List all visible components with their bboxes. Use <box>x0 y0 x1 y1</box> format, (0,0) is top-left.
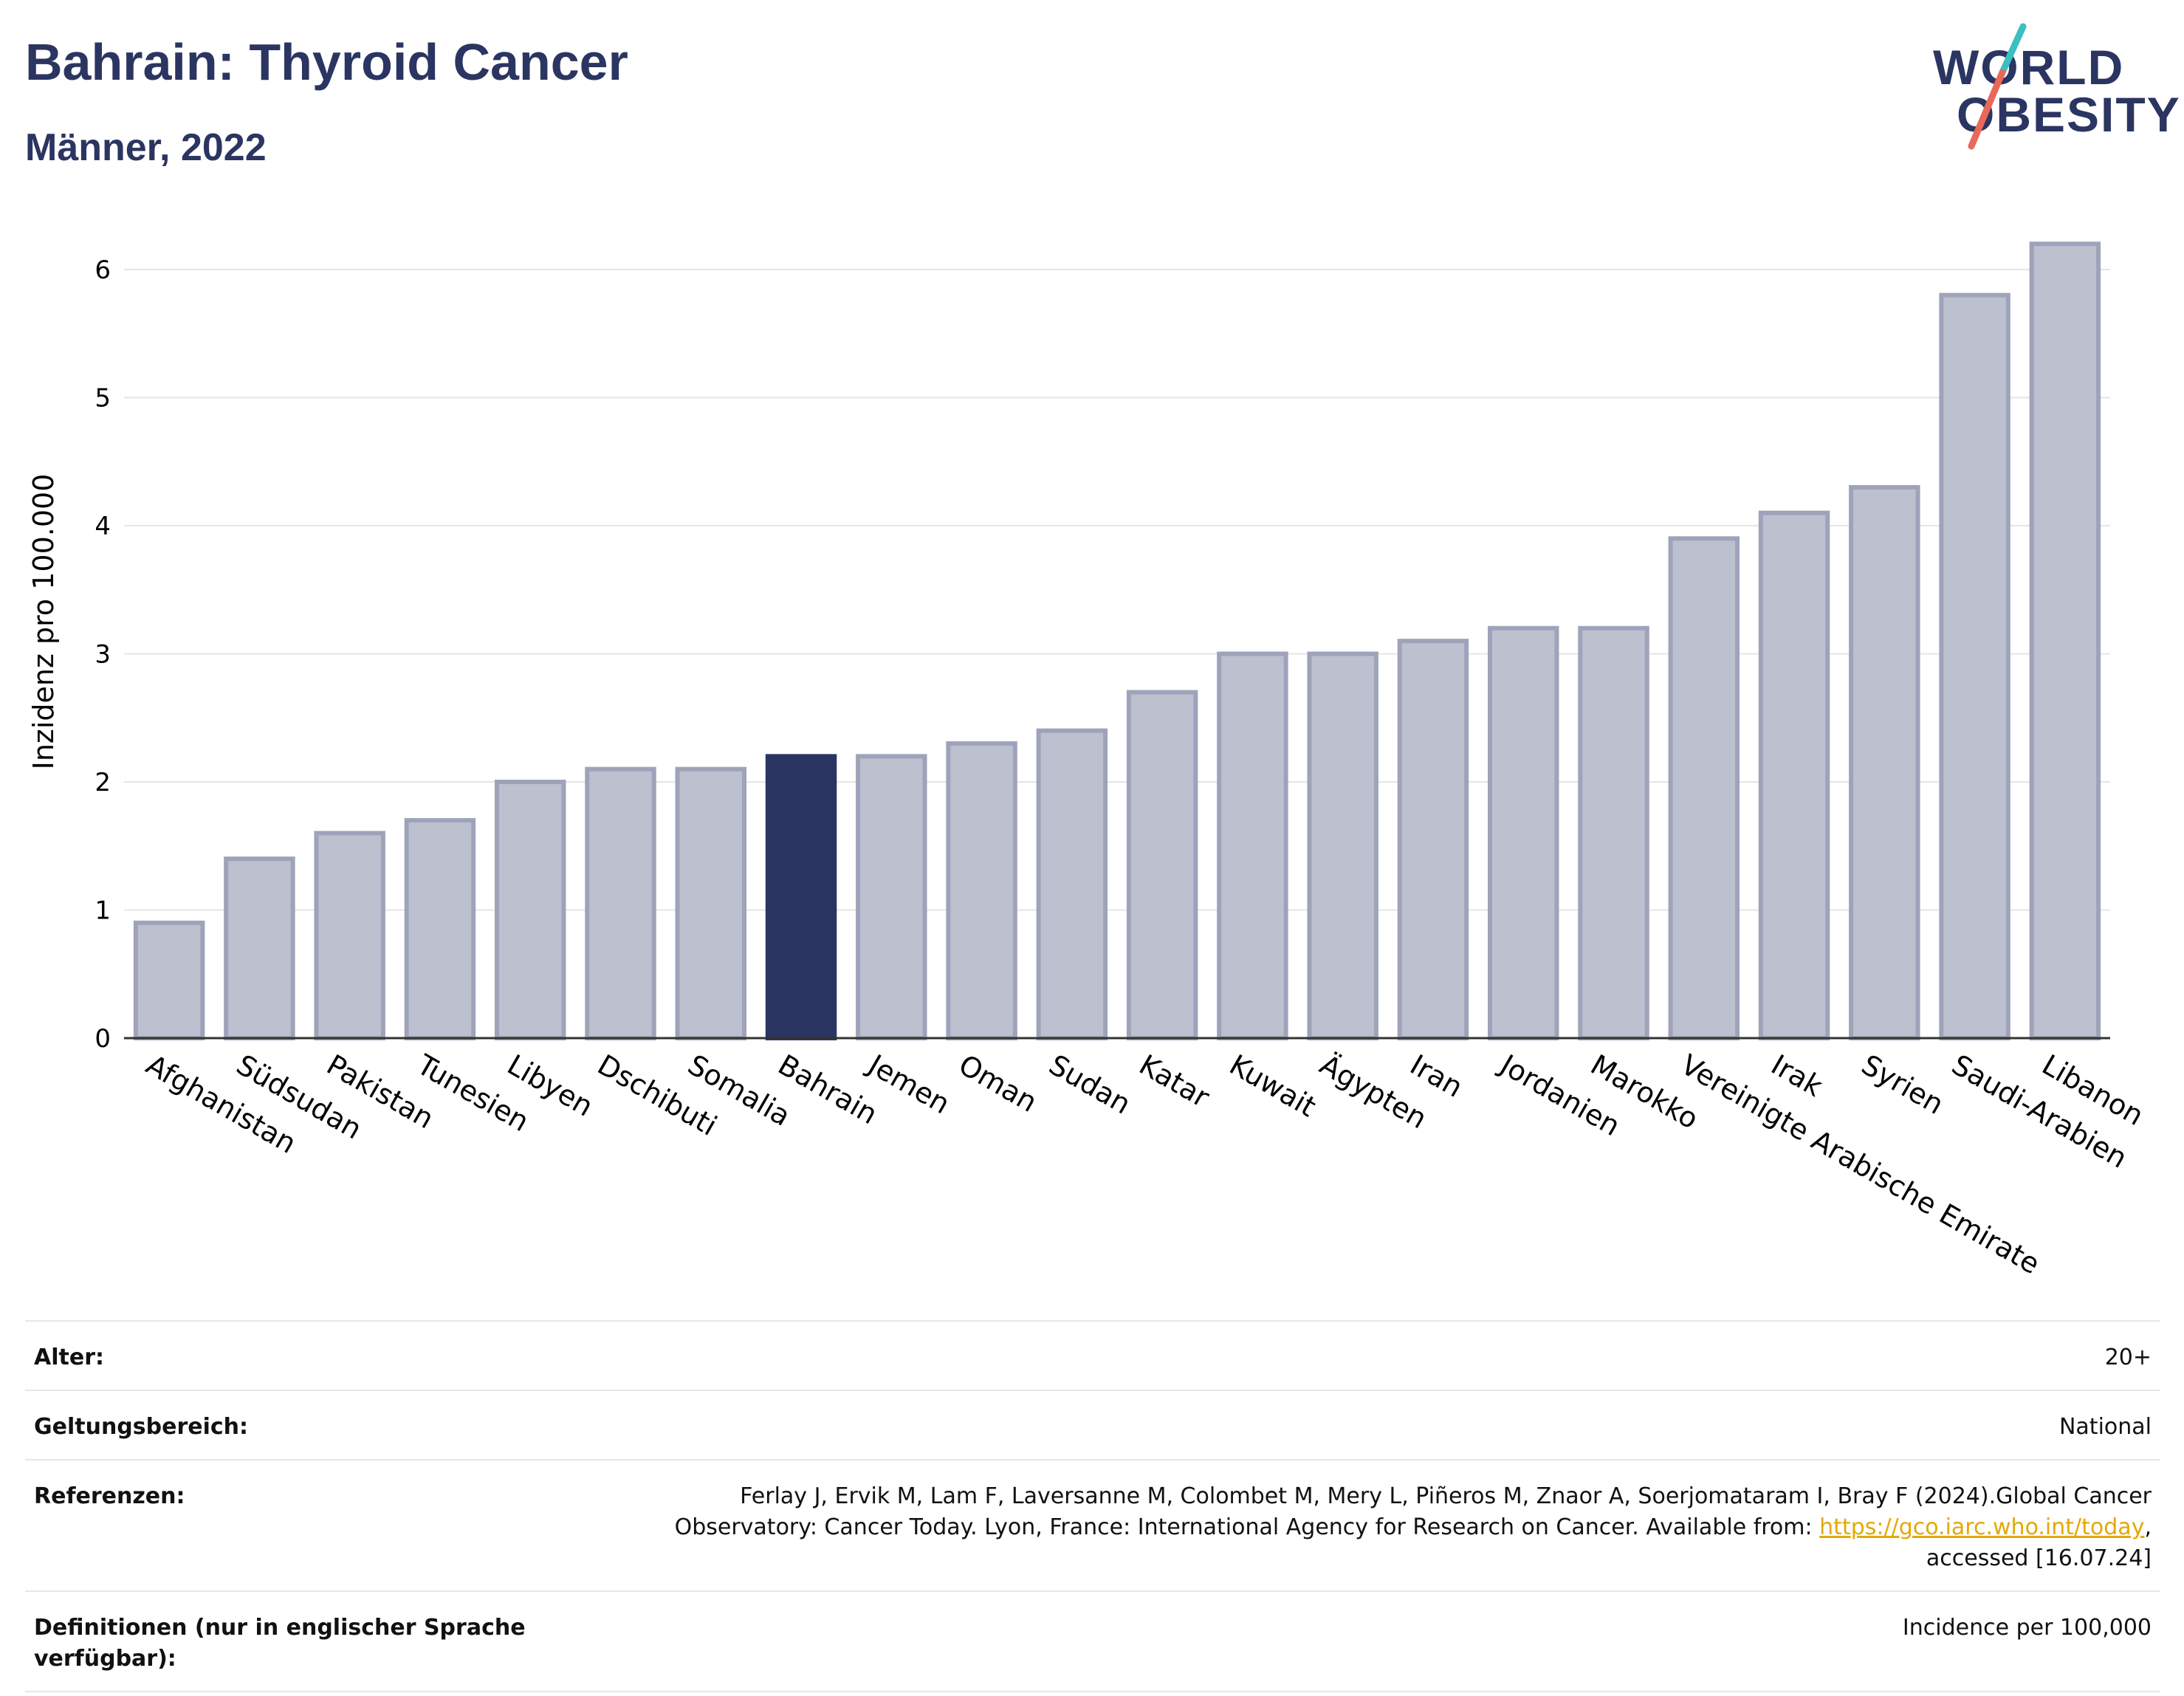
info-value-age: 20+ <box>2104 1345 2152 1370</box>
x-tick-label: Bahrain <box>773 1048 883 1131</box>
y-tick-label: 1 <box>95 896 111 926</box>
info-label-age: Alter: <box>34 1345 104 1370</box>
bar-dschibuti[interactable] <box>585 766 656 1041</box>
info-value-scope: National <box>2058 1414 2152 1440</box>
page-title: Bahrain: Thyroid Cancer <box>25 33 628 91</box>
bar-tunesien[interactable] <box>404 818 476 1040</box>
info-table: Alter: 20+ Geltungsbereich: National Ref… <box>25 1320 2160 1692</box>
bar-kuwait[interactable] <box>1217 651 1288 1040</box>
world-obesity-logo: WORLD OBESITY <box>1920 21 2180 161</box>
y-tick-label: 5 <box>95 384 111 413</box>
x-tick-label: Syrien <box>1856 1048 1949 1121</box>
bar-katar[interactable] <box>1126 690 1198 1040</box>
bar-iran[interactable] <box>1397 639 1469 1040</box>
info-label-definitions: Definitionen (nur in englischer Sprache … <box>34 1615 526 1672</box>
reference-line-3: accessed [16.07.24] <box>1926 1545 2152 1571</box>
axes: 0123456AfghanistanSüdsudanPakistanTunesi… <box>95 255 2149 1280</box>
y-tick-label: 2 <box>95 768 111 797</box>
bar-libanon[interactable] <box>2029 241 2101 1040</box>
bar-pakistan[interactable] <box>314 831 385 1041</box>
x-tick-label: Sudan <box>1043 1048 1136 1121</box>
y-tick-label: 6 <box>95 255 111 285</box>
bar-somalia[interactable] <box>675 766 747 1041</box>
x-tick-label: Iran <box>1404 1048 1468 1104</box>
bar-jemen[interactable] <box>856 754 927 1040</box>
info-label-references: Referenzen: <box>34 1483 185 1509</box>
bars <box>133 241 2101 1041</box>
reference-link[interactable]: https://gco.iarc.who.int/today <box>1819 1514 2145 1540</box>
info-row-references: Referenzen: Ferlay J, Ervik M, Lam F, La… <box>25 1459 2160 1590</box>
logo-slash-icon <box>1968 23 2027 150</box>
bar-jordanien[interactable] <box>1487 625 1559 1040</box>
bar-chart: 0123456AfghanistanSüdsudanPakistanTunesi… <box>27 241 2149 1280</box>
x-tick-label: Irak <box>1766 1048 1828 1103</box>
x-tick-label: Kuwait <box>1224 1048 1322 1124</box>
info-row-age: Alter: 20+ <box>25 1320 2160 1390</box>
bar-syrien[interactable] <box>1849 484 1920 1040</box>
bar-vereinigte-arabische-emirate[interactable] <box>1668 536 1740 1041</box>
bar-südsudan[interactable] <box>224 856 295 1040</box>
x-tick-label: Katar <box>1134 1048 1215 1114</box>
x-tick-label: Oman <box>953 1048 1043 1119</box>
bar-bahrain[interactable] <box>765 754 837 1040</box>
info-value-references: Ferlay J, Ervik M, Lam F, Laversanne M, … <box>675 1481 2152 1574</box>
bar-sudan[interactable] <box>1036 728 1108 1040</box>
logo-line-1: WORLD <box>1933 40 2125 95</box>
bar-afghanistan[interactable] <box>133 920 205 1040</box>
info-value-definitions: Incidence per 100,000 <box>1902 1615 2152 1641</box>
bar-libyen[interactable] <box>494 780 566 1040</box>
y-axis-label: Inzidenz pro 100.000 <box>27 474 60 770</box>
bar-irak[interactable] <box>1758 510 1830 1040</box>
reference-line-2: Observatory: Cancer Today. Lyon, France:… <box>674 1514 1820 1540</box>
info-row-scope: Geltungsbereich: National <box>25 1390 2160 1459</box>
info-label-scope: Geltungsbereich: <box>34 1414 249 1440</box>
reference-line-1: Ferlay J, Ervik M, Lam F, Laversanne M, … <box>740 1483 2152 1509</box>
bar-saudi-arabien[interactable] <box>1939 292 2010 1040</box>
y-tick-label: 0 <box>95 1024 111 1054</box>
y-tick-label: 4 <box>95 512 111 541</box>
info-row-definitions: Definitionen (nur in englischer Sprache … <box>25 1590 2160 1692</box>
bar-marokko[interactable] <box>1578 625 1649 1040</box>
page-subtitle: Männer, 2022 <box>25 126 267 169</box>
reference-line-2-end: , <box>2144 1514 2152 1540</box>
bar-ägypten[interactable] <box>1307 651 1378 1040</box>
y-tick-label: 3 <box>95 640 111 670</box>
bar-oman[interactable] <box>946 741 1017 1040</box>
